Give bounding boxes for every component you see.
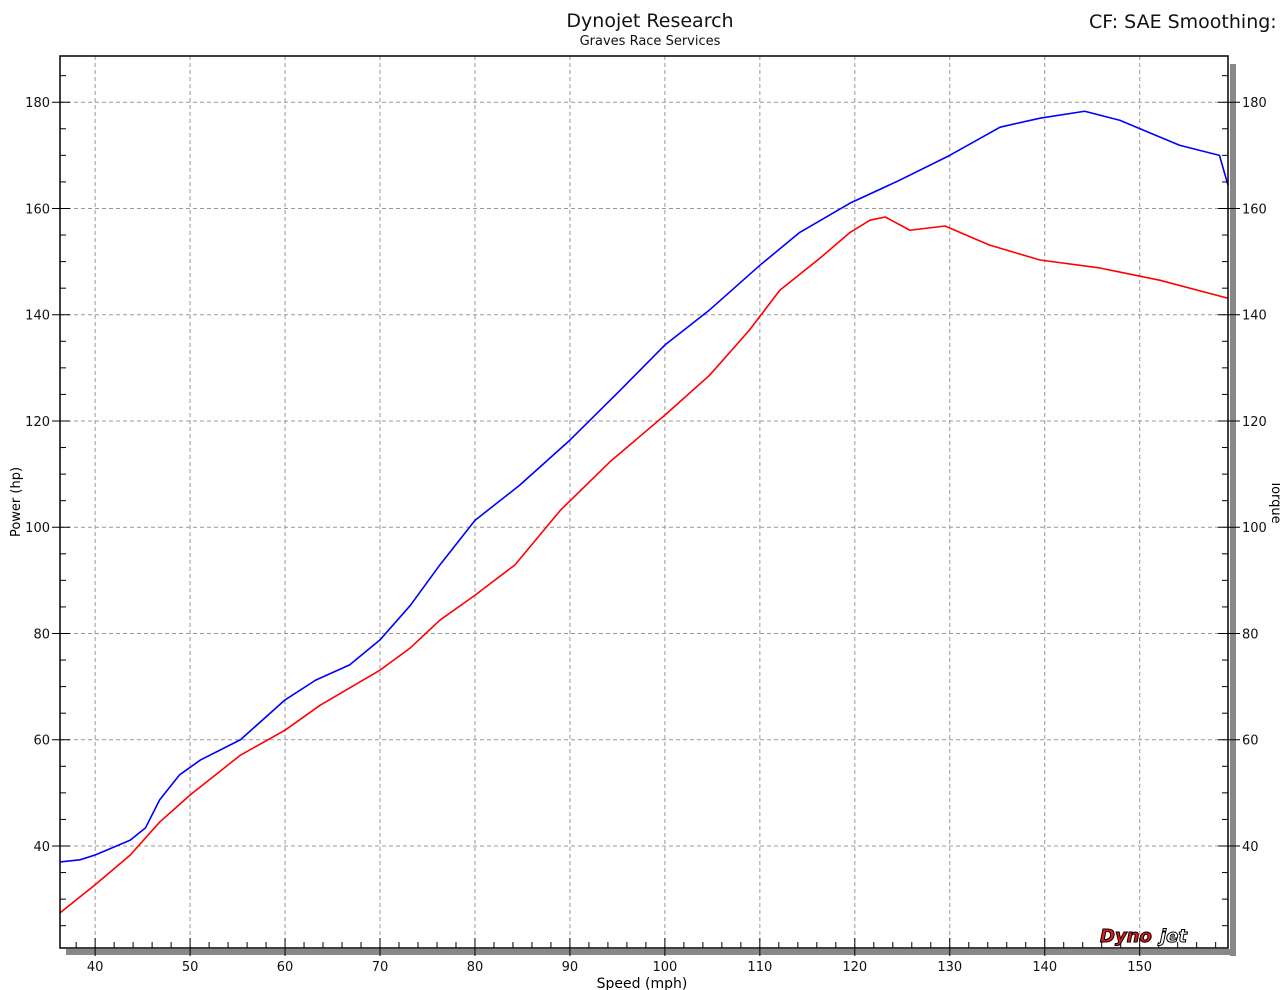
x-tick-label: 60 — [277, 960, 294, 975]
y-tick-label: 40 — [33, 840, 50, 855]
x-tick-label: 130 — [937, 960, 962, 975]
y-tick-label-right: 160 — [1242, 202, 1267, 217]
y-tick-label: 80 — [33, 627, 50, 642]
correction-settings: CF: SAE Smoothing: 5 — [1089, 11, 1280, 33]
x-tick-label: 120 — [842, 960, 867, 975]
chart-title: Dynojet Research — [566, 10, 734, 32]
y-axis-label: Power (hp) — [9, 467, 24, 537]
x-tick-label: 90 — [562, 960, 579, 975]
y-tick-label-right: 140 — [1242, 309, 1267, 324]
plot-frame — [59, 55, 1229, 949]
chart-subtitle: Graves Race Services — [579, 34, 721, 49]
x-tick-label: 140 — [1032, 960, 1057, 975]
right-scroll-bar — [1230, 64, 1236, 956]
y-tick-label: 160 — [25, 202, 50, 217]
svg-text:Dyno: Dyno — [1100, 926, 1152, 947]
x-tick-label: 80 — [467, 960, 484, 975]
y-tick-label-right: 120 — [1242, 415, 1267, 430]
x-tick-label: 100 — [652, 960, 677, 975]
x-tick-label: 50 — [182, 960, 199, 975]
x-tick-label: 70 — [372, 960, 389, 975]
bottom-shadow-bar — [66, 949, 1236, 955]
svg-text:jet: jet — [1157, 926, 1188, 947]
y-tick-label: 60 — [33, 734, 50, 749]
x-tick-label: 150 — [1127, 960, 1152, 975]
series-line-2 — [59, 216, 1229, 914]
y-tick-label: 100 — [25, 521, 50, 536]
x-axis-label: Speed (mph) — [597, 976, 688, 990]
y-tick-label-right: 100 — [1242, 521, 1267, 536]
y-axis-right-label: Torque — [1268, 479, 1280, 523]
y-tick-label-right: 40 — [1242, 840, 1259, 855]
x-tick-label: 110 — [747, 960, 772, 975]
y-tick-label-right: 80 — [1242, 627, 1259, 642]
y-tick-label-right: 60 — [1242, 734, 1259, 749]
y-tick-label: 140 — [25, 309, 50, 324]
y-tick-label: 120 — [25, 415, 50, 430]
series-line-1 — [59, 110, 1229, 863]
x-tick-label: 40 — [87, 960, 104, 975]
y-tick-label: 180 — [25, 96, 50, 111]
dynojet-logo: Dyno jet — [1100, 926, 1189, 948]
y-tick-label-right: 180 — [1242, 96, 1267, 111]
